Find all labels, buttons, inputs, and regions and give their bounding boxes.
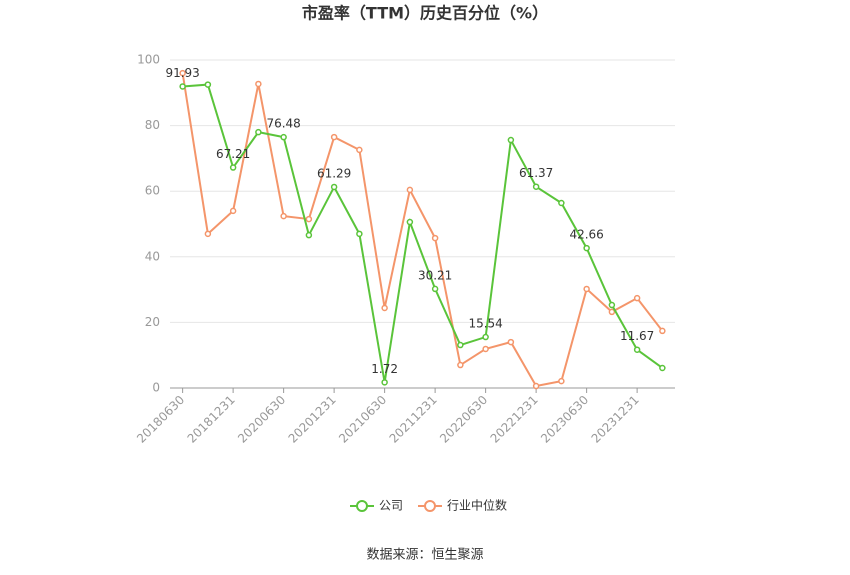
data-point [583,285,590,293]
y-tick-label: 100 [137,53,160,67]
x-tick-label: 20200630 [235,393,288,446]
data-point [381,379,388,386]
data-point [532,382,540,390]
data-label: 61.37 [519,166,553,180]
data-label: 1.72 [371,362,398,376]
legend-marker [356,500,368,512]
data-point [179,69,186,77]
data-point [204,81,212,88]
data-point [305,231,313,239]
data-point [179,83,186,90]
data-point [431,234,439,242]
data-point [204,230,212,238]
data-label: 30.21 [418,268,452,282]
y-tick-label: 40 [145,249,160,263]
data-point [457,361,464,369]
y-tick-label: 20 [145,315,160,329]
y-tick-label: 60 [145,184,160,198]
data-point [532,183,540,190]
x-tick-label: 20181231 [185,393,238,446]
data-label: 15.54 [468,317,502,331]
x-tick-label: 20201231 [286,393,339,446]
data-point [558,377,565,385]
data-point [583,244,590,252]
data-point [330,183,338,191]
y-tick-label: 80 [145,118,160,132]
data-point [356,230,363,238]
data-label: 91.93 [165,66,199,80]
series-line [182,83,663,383]
data-point [229,164,237,171]
x-tick-label: 20220630 [437,393,490,446]
data-point [255,128,262,136]
data-label: 67.21 [216,147,250,161]
data-point [659,327,666,335]
data-point [608,301,616,309]
data-point [255,80,262,88]
data-point [280,212,287,220]
x-tick-label: 20231231 [589,393,642,446]
data-point [381,304,388,312]
data-point [406,186,414,194]
data-label: 61.29 [317,166,351,180]
data-point [608,308,616,316]
data-label: 42.66 [569,228,603,242]
data-point [507,136,515,144]
data-label: 11.67 [620,329,654,343]
legend-label: 公司 [379,499,403,513]
x-tick-label: 20210630 [336,393,389,446]
data-point [431,285,439,293]
data-point [507,338,515,346]
series-line [181,72,664,388]
data-point [558,199,565,207]
source: 数据来源：恒生聚源 [366,548,483,563]
legend-marker [424,500,436,512]
data-point [406,218,414,226]
x-tick-label: 20230630 [538,393,591,446]
data-point [229,207,237,215]
legend-label: 行业中位数 [447,498,507,513]
y-tick-label: 0 [152,381,160,395]
chart-title: 市盈率（TTM）历史百分位（%） [302,4,548,23]
data-point [482,345,489,353]
data-point [659,364,666,372]
data-point [633,294,641,302]
x-tick-label: 20211231 [387,393,440,446]
x-tick-label: 20180630 [134,393,187,446]
data-point [330,133,338,141]
data-label: 76.48 [266,117,300,131]
data-point [633,346,641,353]
data-point [305,215,313,223]
data-point [457,341,464,349]
data-point [482,333,489,341]
x-tick-label: 20221231 [488,393,541,446]
data-point [280,133,287,141]
data-point [356,146,363,154]
